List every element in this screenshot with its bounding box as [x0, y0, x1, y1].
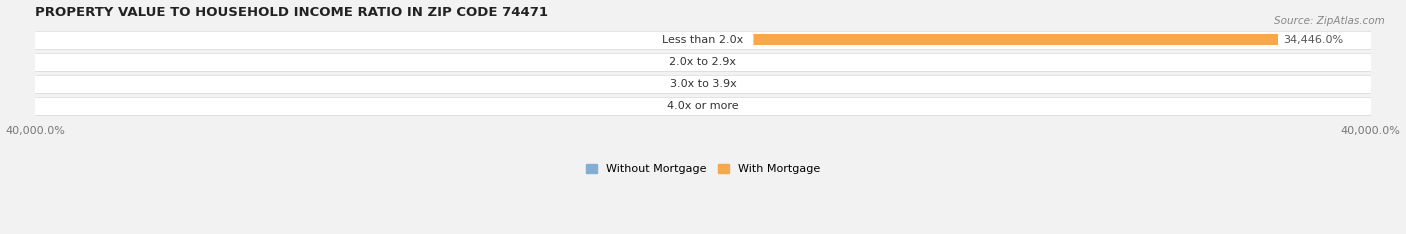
- Text: Source: ZipAtlas.com: Source: ZipAtlas.com: [1274, 16, 1385, 26]
- Text: 30.5%: 30.5%: [662, 35, 697, 45]
- Bar: [35, 75, 1371, 93]
- Text: 19.3%: 19.3%: [709, 79, 744, 89]
- Text: 4.0x or more: 4.0x or more: [661, 101, 745, 111]
- Text: 13.4%: 13.4%: [662, 79, 697, 89]
- Legend: Without Mortgage, With Mortgage: Without Mortgage, With Mortgage: [582, 160, 824, 179]
- Bar: [35, 31, 1371, 49]
- Text: 18.7%: 18.7%: [662, 57, 697, 67]
- Text: 34,446.0%: 34,446.0%: [1284, 35, 1343, 45]
- Text: 45.5%: 45.5%: [709, 57, 744, 67]
- Text: Less than 2.0x: Less than 2.0x: [655, 35, 751, 45]
- Text: 3.4%: 3.4%: [709, 101, 737, 111]
- Text: 2.0x to 2.9x: 2.0x to 2.9x: [662, 57, 744, 67]
- Bar: [35, 97, 1371, 115]
- Text: PROPERTY VALUE TO HOUSEHOLD INCOME RATIO IN ZIP CODE 74471: PROPERTY VALUE TO HOUSEHOLD INCOME RATIO…: [35, 6, 548, 18]
- Bar: [703, 34, 1278, 45]
- Bar: [35, 53, 1371, 71]
- Text: 3.0x to 3.9x: 3.0x to 3.9x: [662, 79, 744, 89]
- Text: 37.4%: 37.4%: [662, 101, 697, 111]
